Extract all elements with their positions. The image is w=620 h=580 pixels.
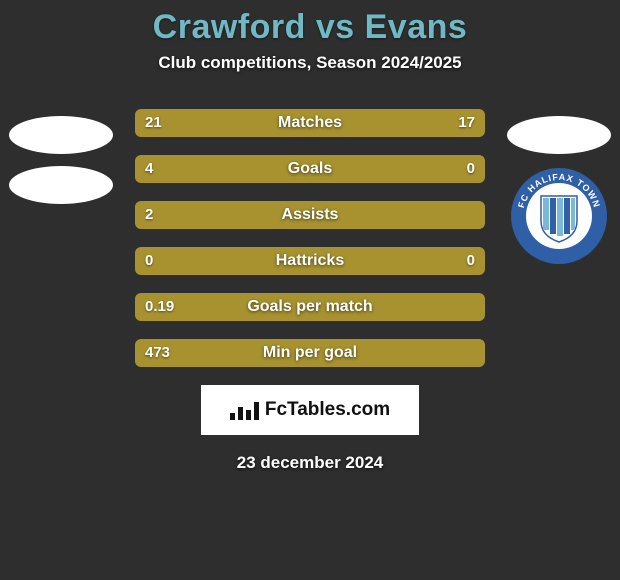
stat-bar-left [135, 109, 415, 137]
team-logo-placeholder [507, 116, 611, 154]
page-title: Crawford vs Evans [0, 8, 620, 47]
title-player-right: Evans [365, 8, 468, 46]
stat-value-right: 17 [448, 109, 485, 137]
stat-row: 40Goals [135, 155, 485, 183]
right-team-logos: FC HALIFAX TOWN THE SHAYMEN [504, 116, 614, 266]
stat-row: 2117Matches [135, 109, 485, 137]
stat-bar-left [135, 201, 485, 229]
stat-bar-left [135, 155, 398, 183]
badge-shield [541, 196, 577, 242]
stat-value-left: 473 [135, 339, 180, 367]
left-team-logos [6, 116, 116, 204]
stat-value-left: 0 [135, 247, 163, 275]
title-player-left: Crawford [153, 8, 306, 46]
brand-badge: FcTables.com [201, 385, 419, 435]
stat-row: 00Hattricks [135, 247, 485, 275]
team-logo-placeholder [9, 166, 113, 204]
stat-value-right: 0 [457, 155, 485, 183]
stat-bar-left [135, 247, 485, 275]
stat-row: 473Min per goal [135, 339, 485, 367]
stat-value-left: 2 [135, 201, 163, 229]
subtitle: Club competitions, Season 2024/2025 [0, 53, 620, 73]
stat-value-left: 21 [135, 109, 172, 137]
stat-bar-left [135, 293, 485, 321]
club-badge-halifax: FC HALIFAX TOWN THE SHAYMEN [509, 166, 609, 266]
footer-date: 23 december 2024 [0, 453, 620, 473]
comparison-card: Crawford vs Evans Club competitions, Sea… [0, 0, 620, 580]
title-vs: vs [306, 8, 365, 46]
brand-text: FcTables.com [265, 399, 390, 421]
stat-value-left: 4 [135, 155, 163, 183]
barchart-icon [230, 400, 259, 420]
stat-row: 2Assists [135, 201, 485, 229]
stat-value-left: 0.19 [135, 293, 184, 321]
stat-bar-left [135, 339, 485, 367]
stat-value-right: 0 [457, 247, 485, 275]
team-logo-placeholder [9, 116, 113, 154]
stat-row: 0.19Goals per match [135, 293, 485, 321]
stat-rows: 2117Matches40Goals2Assists00Hattricks0.1… [135, 109, 485, 367]
